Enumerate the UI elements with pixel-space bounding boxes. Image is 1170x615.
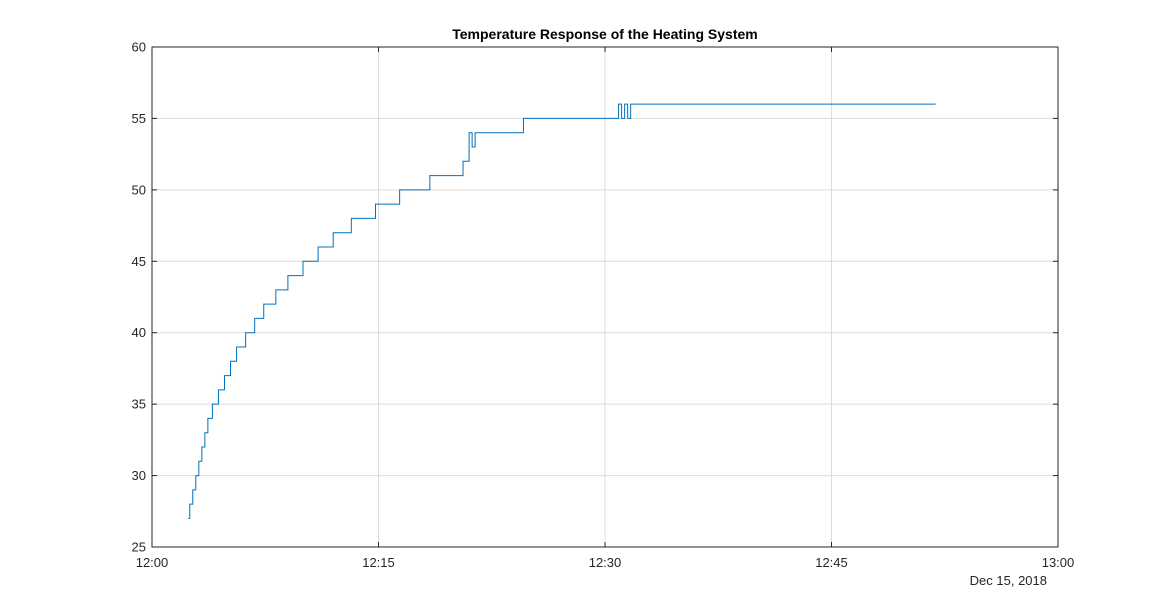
y-tick-label: 50 <box>132 182 146 197</box>
x-tick-label: 12:00 <box>136 555 169 570</box>
y-tick-label: 45 <box>132 254 146 269</box>
x-tick-label: 13:00 <box>1042 555 1075 570</box>
y-tick-label: 30 <box>132 468 146 483</box>
series-layer <box>188 103 936 519</box>
chart-title: Temperature Response of the Heating Syst… <box>452 26 757 42</box>
y-tick-label: 55 <box>132 111 146 126</box>
grid-layer <box>151 46 1059 548</box>
y-tick-label: 40 <box>132 325 146 340</box>
tick-layer: 12:00 12:15 12:30 12:45 13:00 25 30 35 40 45 50 55 6… <box>132 40 1075 571</box>
x-tick-label: 12:15 <box>362 555 395 570</box>
y-tick-label: 35 <box>132 397 146 412</box>
y-tick-label: 60 <box>132 40 146 55</box>
temperature-series-line <box>188 103 936 519</box>
y-tick-label: 25 <box>132 540 146 555</box>
date-label: Dec 15, 2018 <box>970 573 1047 588</box>
x-tick-label: 12:45 <box>815 555 848 570</box>
x-tick-label: 12:30 <box>589 555 622 570</box>
